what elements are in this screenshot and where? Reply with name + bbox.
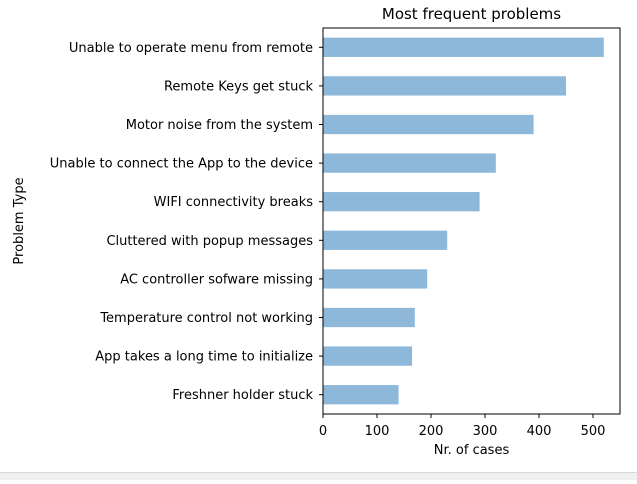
bar-7: [323, 307, 415, 328]
bar-1: [323, 76, 566, 96]
x-axis-label: Nr. of cases: [434, 443, 510, 458]
x-tick-label: 300: [473, 424, 498, 439]
y-tick-label: App takes a long time to initialize: [95, 350, 313, 365]
x-tick-label: 200: [419, 424, 444, 439]
plot-frame: [322, 27, 621, 415]
y-tick-label: Temperature control not working: [99, 311, 313, 326]
bar-2: [323, 114, 534, 135]
bar-6: [323, 269, 428, 289]
x-tick-label: 100: [365, 424, 390, 439]
x-tick-label: 500: [581, 424, 606, 439]
x-tick-labels: 0 100 200 300 400 500: [319, 414, 606, 439]
bar-9: [323, 385, 399, 405]
bar-3: [323, 153, 496, 173]
chart-title: Most frequent problems: [382, 5, 561, 23]
bar-5: [323, 230, 448, 250]
y-tick-label: Freshner holder stuck: [172, 388, 313, 403]
figure-toolbar: [0, 472, 637, 480]
bar-8: [323, 346, 413, 366]
y-tick-label: AC controller sofware missing: [120, 272, 313, 287]
y-tick-label: Unable to connect the App to the device: [50, 157, 313, 172]
y-tick-label: WIFI connectivity breaks: [154, 195, 314, 210]
y-tick-label: Unable to operate menu from remote: [69, 41, 313, 56]
bars-layer: [323, 37, 604, 405]
bar-0: [323, 37, 604, 57]
y-tick-label: Remote Keys get stuck: [164, 79, 314, 94]
y-tick-label: Motor noise from the system: [126, 118, 313, 133]
y-tick-labels: Unable to operate menu from remote Remote…: [50, 41, 323, 403]
x-tick-label: 400: [527, 424, 552, 439]
x-tick-label: 0: [319, 424, 327, 439]
y-axis-label: Problem Type: [12, 177, 27, 264]
y-tick-label: Cluttered with popup messages: [106, 234, 313, 249]
bar-4: [323, 192, 480, 212]
